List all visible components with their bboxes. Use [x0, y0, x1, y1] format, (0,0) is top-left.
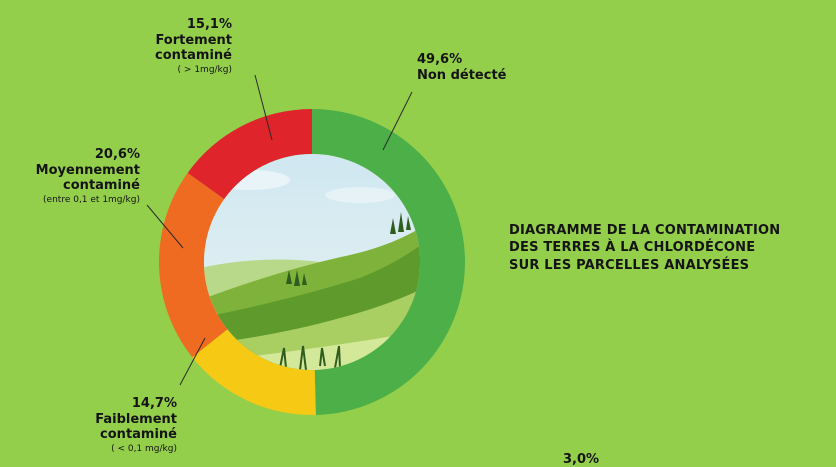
pct-label: 49,6%: [417, 52, 463, 67]
chart-title: DIAGRAMME DE LA CONTAMINATION DES TERRES…: [509, 222, 819, 274]
series-name: Fortement contaminé: [155, 32, 232, 64]
range-label: ( < 0,1 mg/kg): [111, 443, 177, 454]
leader-line-fortement: [254, 74, 273, 141]
leader-line-moyennement: [146, 204, 184, 249]
extra-value-label: 3,0%: [563, 452, 600, 467]
leader-line-faiblement: [179, 337, 206, 386]
chart-title-line: DES TERRES À LA CHLORDÉCONE: [509, 240, 756, 256]
donut-slice-1: [192, 329, 316, 416]
pct-label: 15,1%: [186, 17, 232, 32]
label-faiblement-contamine: 14,7% Faiblement contaminé ( < 0,1 mg/kg): [95, 396, 177, 455]
chart-title-line: SUR LES PARCELLES ANALYSÉES: [509, 257, 750, 273]
range-label: (entre 0,1 et 1mg/kg): [43, 194, 140, 205]
pct-label: 20,6%: [94, 147, 140, 162]
range-label: ( > 1mg/kg): [177, 64, 232, 75]
pct-label: 14,7%: [131, 396, 177, 411]
chart-title-line: DIAGRAMME DE LA CONTAMINATION: [509, 223, 781, 238]
series-name: Faiblement contaminé: [95, 411, 177, 443]
series-name: Non détecté: [417, 67, 507, 83]
label-fortement-contamine: 15,1% Fortement contaminé ( > 1mg/kg): [155, 17, 232, 76]
donut-slice-0: [312, 109, 466, 415]
donut-slice-2: [159, 172, 228, 358]
leader-lines: [146, 74, 413, 386]
series-name: Moyennement contaminé: [35, 162, 140, 194]
donut-slice-3: [187, 109, 312, 200]
label-non-detecte: 49,6% Non détecté: [417, 52, 506, 83]
label-moyennement-contamine: 20,6% Moyennement contaminé (entre 0,1 et…: [36, 147, 140, 206]
donut-slices: [159, 109, 466, 416]
leader-line-non-detecte: [382, 91, 413, 151]
